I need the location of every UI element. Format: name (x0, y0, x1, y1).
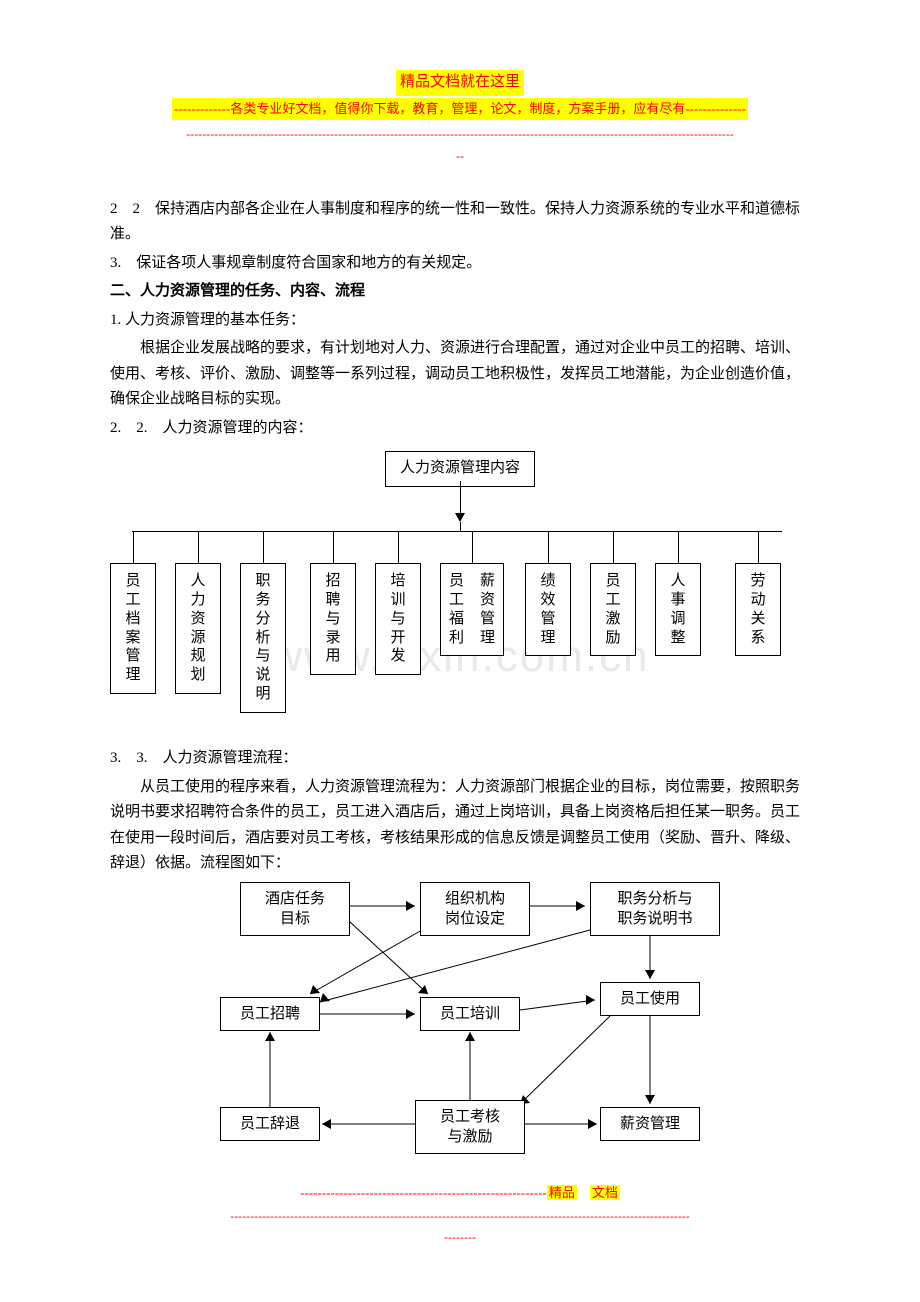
flow-node-n9: 薪资管理 (600, 1107, 700, 1141)
header-title: 精品文档就在这里 (396, 70, 524, 96)
para-4-label: 2. 2. 人力资源管理的内容： (110, 416, 810, 442)
para-3-label: 1. 人力资源管理的基本任务： (110, 308, 810, 334)
flow-node-n2: 组织机构岗位设定 (420, 882, 530, 937)
flow-chart: 酒店任务目标 组织机构岗位设定 职务分析与职务说明书员工招聘 员工培训 员工使用员工辞退… (190, 882, 750, 1202)
org-leaf-6: 绩效管理 (525, 563, 571, 656)
flow-node-n4: 员工招聘 (220, 997, 320, 1031)
section-title: 二、人力资源管理的任务、内容、流程 (110, 279, 810, 305)
para-3: 根据企业发展战略的要求，有计划地对人力、资源进行合理配置，通过对企业中员工的招聘… (110, 336, 810, 413)
flow-edge-n5-n6 (520, 1000, 595, 1010)
footer-rule: ----------------------------------------… (230, 1206, 690, 1247)
flow-edge-n6-n8 (520, 1016, 610, 1104)
org-leaf-9: 劳动关系 (735, 563, 781, 656)
flow-edge-n1-n5 (350, 922, 428, 994)
para-2: 3. 保证各项人事规章制度符合国家和地方的有关规定。 (110, 251, 810, 277)
flow-node-n8: 员工考核与激励 (415, 1100, 525, 1155)
flow-node-n5: 员工培训 (420, 997, 520, 1031)
flow-node-n3: 职务分析与职务说明书 (590, 882, 720, 937)
org-leaf-1: 人力资源规划 (175, 563, 221, 694)
para-1: 2 2 保持酒店内部各企业在人事制度和程序的统一性和一致性。保持人力资源系统的专… (110, 197, 810, 248)
header-rule: ----------------------------------------… (110, 124, 810, 144)
org-chart: 人力资源管理内容员工档案管理人力资源规划职务分析与说明招聘与录用培训与开发员工福… (110, 451, 810, 731)
para-5-label: 3. 3. 人力资源管理流程： (110, 746, 810, 772)
body-text-2: 3. 3. 人力资源管理流程： 从员工使用的程序来看，人力资源管理流程为：人力资… (110, 746, 810, 877)
org-leaf-2: 职务分析与说明 (240, 563, 286, 712)
header-rule2: -- (110, 146, 810, 166)
flow-node-n7: 员工辞退 (220, 1107, 320, 1141)
org-leaf-3: 招聘与录用 (310, 563, 356, 675)
org-leaf-0: 员工档案管理 (110, 563, 156, 694)
flow-edge-n2-n4 (310, 930, 422, 994)
para-5: 从员工使用的程序来看，人力资源管理流程为：人力资源部门根据企业的目标，岗位需要，… (110, 775, 810, 877)
org-leaf-5: 员工福利薪资管理 (440, 563, 504, 656)
org-leaf-7: 员工激励 (590, 563, 636, 656)
body-text: 2 2 保持酒店内部各企业在人事制度和程序的统一性和一致性。保持人力资源系统的专… (110, 197, 810, 442)
header: 精品文档就在这里 -------------各类专业好文档，值得你下载，教育，管… (110, 70, 810, 167)
flow-edge-n3-n4 (320, 930, 590, 1002)
flow-node-n1: 酒店任务目标 (240, 882, 350, 937)
org-leaf-8: 人事调整 (655, 563, 701, 656)
org-leaf-4: 培训与开发 (375, 563, 421, 675)
flow-node-n6: 员工使用 (600, 982, 700, 1016)
header-subtitle: -------------各类专业好文档，值得你下载，教育，管理，论文，制度，方… (172, 98, 748, 120)
